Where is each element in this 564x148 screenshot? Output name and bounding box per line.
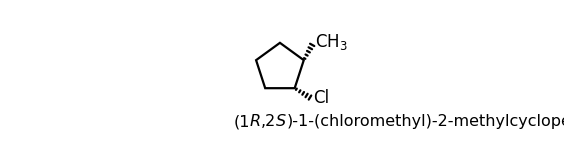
Text: CH$_3$: CH$_3$ [315,32,347,52]
Text: ,2: ,2 [261,114,276,130]
Text: S: S [276,114,286,130]
Text: )-1-(chloromethyl)-2-methylcyclopentane: )-1-(chloromethyl)-2-methylcyclopentane [286,114,564,130]
Text: (1: (1 [233,114,250,130]
Text: R: R [250,114,261,130]
Text: Cl: Cl [313,89,329,107]
